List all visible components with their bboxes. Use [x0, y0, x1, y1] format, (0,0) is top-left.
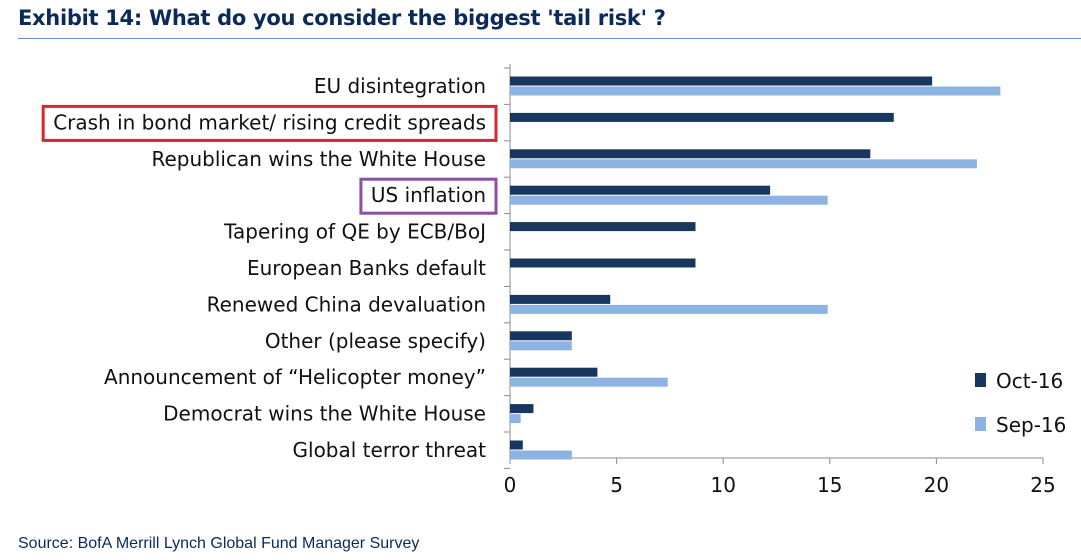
category-label: Tapering of QE by ECB/BoJ — [223, 220, 486, 244]
category-label: Republican wins the White House — [151, 147, 486, 171]
x-tick-label: 5 — [610, 473, 623, 497]
x-tick-label: 0 — [504, 473, 517, 497]
bar-sep-16 — [510, 341, 572, 351]
highlight-box — [359, 177, 498, 215]
bar-chart: 0 5 10 15 20 25 EU disintegration Crash in bond… — [41, 64, 1066, 497]
title-divider — [18, 38, 1081, 39]
category-label: Other (please specify) — [265, 329, 486, 353]
bar-oct-16 — [510, 258, 696, 268]
bar-sep-16 — [510, 377, 668, 387]
category-label: Global terror threat — [293, 438, 487, 462]
x-tick-label: 15 — [817, 473, 842, 497]
category-label: US inflation — [371, 183, 486, 207]
bar-oct-16 — [510, 149, 871, 159]
category-label: EU disintegration — [314, 74, 486, 98]
category-label: European Banks default — [247, 256, 486, 280]
category-label: Democrat wins the White House — [163, 402, 486, 426]
x-tick-label: 25 — [1030, 473, 1055, 497]
category-label: Crash in bond market/ rising credit spre… — [53, 110, 486, 134]
bar-oct-16 — [510, 112, 894, 122]
x-tick-label: 20 — [924, 473, 949, 497]
bar-oct-16 — [510, 76, 933, 86]
source-note: Source: BofA Merrill Lynch Global Fund M… — [18, 535, 420, 552]
bar-oct-16 — [510, 185, 771, 195]
bar-oct-16 — [510, 294, 611, 304]
x-tick-label: 10 — [710, 473, 735, 497]
bar-sep-16 — [510, 195, 828, 205]
bar-sep-16 — [510, 86, 1001, 96]
legend-swatch-sep-16 — [975, 417, 986, 431]
bar-oct-16 — [510, 440, 523, 450]
bar-oct-16 — [510, 331, 572, 341]
chart-title: Exhibit 14: What do you consider the big… — [18, 6, 666, 30]
legend-label: Oct-16 — [996, 369, 1063, 393]
bar-sep-16 — [510, 159, 977, 169]
category-label: Announcement of “Helicopter money” — [104, 365, 486, 389]
legend-swatch-oct-16 — [975, 373, 986, 387]
bar-sep-16 — [510, 450, 572, 460]
bar-oct-16 — [510, 404, 534, 414]
bar-sep-16 — [510, 414, 521, 424]
legend-label: Sep-16 — [996, 413, 1066, 437]
highlight-box — [41, 104, 498, 142]
bar-sep-16 — [510, 304, 828, 314]
bar-oct-16 — [510, 222, 696, 232]
bar-oct-16 — [510, 367, 598, 377]
category-label: Renewed China devaluation — [207, 292, 486, 316]
